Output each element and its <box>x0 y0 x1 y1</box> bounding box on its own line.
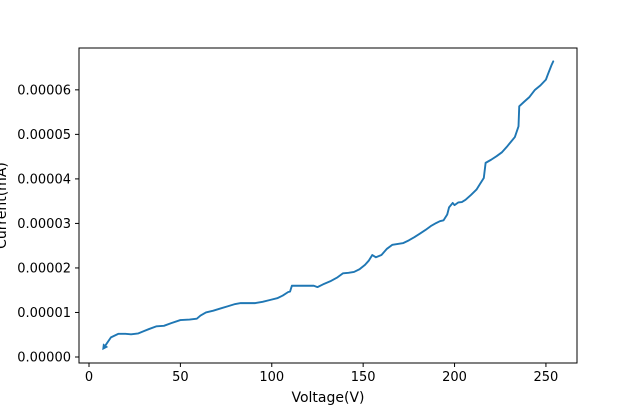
curve-start-arrowhead-icon <box>102 343 109 351</box>
plot-spines <box>78 47 578 364</box>
data-line <box>102 60 555 350</box>
y-tick-label: 0.00004 <box>17 172 71 187</box>
y-tick-label: 0.00005 <box>17 128 71 143</box>
y-tick-label: 0.00002 <box>17 261 71 276</box>
y-tick-label: 0.00003 <box>17 217 71 232</box>
x-tick-label: 50 <box>172 370 189 385</box>
y-tick-label: 0.00001 <box>17 306 71 321</box>
x-tick-label: 100 <box>259 370 284 385</box>
y-tick-label: 0.00006 <box>17 83 71 98</box>
y-axis-label: Current(mA) <box>0 162 10 249</box>
x-tick-label: 200 <box>442 370 467 385</box>
y-tick-label: 0.00000 <box>17 350 71 365</box>
x-axis-label: Voltage(V) <box>291 390 364 406</box>
x-tick-label: 250 <box>534 370 559 385</box>
x-tick-label: 0 <box>85 370 93 385</box>
x-tick-label: 150 <box>351 370 376 385</box>
